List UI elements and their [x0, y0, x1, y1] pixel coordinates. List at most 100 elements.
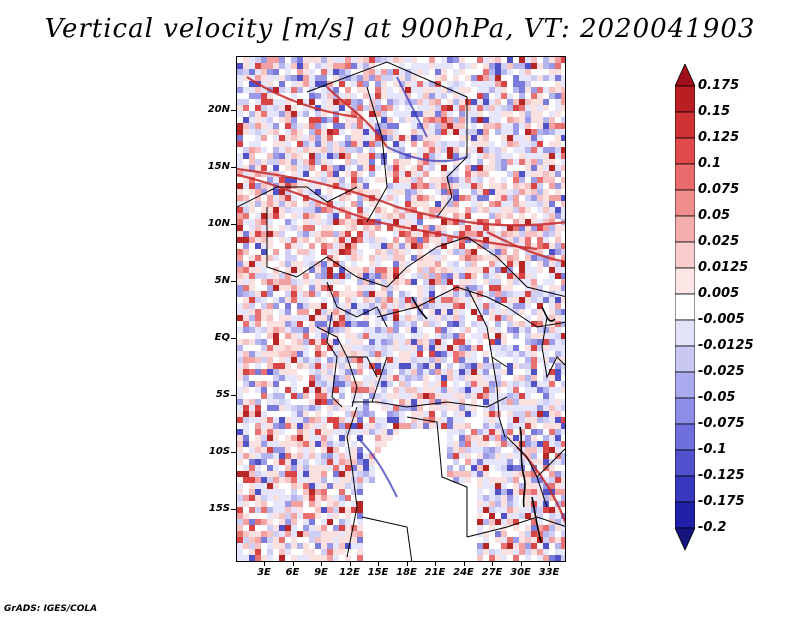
lat-label: 15S [208, 503, 230, 514]
colorbar-box [675, 475, 695, 503]
country-boundary [466, 516, 565, 538]
lon-label: 3E [257, 567, 271, 578]
colorbar-level-label: -0.1 [698, 442, 727, 457]
country-boundary [506, 436, 548, 508]
lon-label: 12E [339, 567, 360, 578]
colorbar-level-label: -0.075 [698, 416, 745, 431]
lon-label: 21E [424, 567, 446, 578]
country-boundary [366, 86, 388, 223]
lat-label: EQ [214, 332, 230, 343]
country-boundary [352, 396, 508, 408]
lat-tick [231, 167, 236, 168]
lat-label: 15N [207, 161, 230, 172]
colorbar-level-label: 0.05 [698, 208, 731, 223]
colorbar-box [675, 267, 695, 295]
country-boundary [306, 61, 468, 157]
colorbar-box [675, 293, 695, 321]
lon-label: 33E [538, 567, 560, 578]
divergence-streak [396, 76, 428, 138]
lon-tick [406, 562, 408, 566]
colorbar-level-label: -0.2 [698, 520, 727, 535]
lon-label: 27E [481, 567, 503, 578]
country-boundary [376, 286, 508, 318]
lat-tick [231, 338, 236, 339]
lat-tick [231, 224, 236, 225]
colorbar-level-label: -0.0125 [698, 338, 754, 353]
divergence-streak [356, 436, 398, 498]
country-boundary [536, 448, 565, 478]
lat-tick [231, 509, 236, 510]
convergence-streak [237, 173, 538, 251]
colorbar-level-label: 0.175 [698, 78, 740, 93]
lat-label: 10S [208, 446, 230, 457]
lat-label: 10N [207, 218, 230, 229]
lon-label: 6E [285, 567, 300, 578]
lat-tick [231, 110, 236, 111]
country-boundary [326, 311, 343, 408]
colorbar-box [675, 423, 695, 451]
country-boundary [386, 236, 565, 298]
colorbar-box [675, 501, 695, 529]
country-boundary [361, 516, 413, 561]
colorbar-level-label: 0.15 [698, 104, 731, 119]
colorbar-bottom-triangle [675, 527, 695, 551]
lon-tick [520, 562, 522, 566]
map-plot [236, 56, 566, 562]
country-boundary [506, 306, 565, 328]
colorbar-box [675, 137, 695, 165]
lat-label: 5S [215, 389, 230, 400]
lat-label: 20N [207, 104, 230, 115]
lon-tick [321, 562, 322, 566]
colorbar-box [675, 449, 695, 477]
colorbar-level-label: -0.175 [698, 494, 745, 509]
colorbar-level-label: 0.0125 [698, 260, 749, 275]
lake-outline [411, 296, 428, 320]
lat-label: 5N [214, 275, 230, 286]
footer-credit: GrADS: IGES/COLA [4, 604, 98, 614]
colorbar-level-label: -0.125 [698, 468, 745, 483]
country-boundary [466, 286, 508, 368]
country-boundary [346, 406, 358, 558]
convergence-streak [237, 167, 565, 227]
country-boundary [346, 356, 358, 408]
colorbar-level-label: -0.005 [698, 312, 745, 327]
lake-outline [519, 426, 526, 508]
colorbar [675, 64, 695, 551]
colorbar-box [675, 163, 695, 191]
country-boundary [371, 356, 388, 403]
country-boundary [326, 281, 388, 328]
colorbar-level-label: -0.05 [698, 390, 736, 405]
country-boundary [237, 186, 358, 208]
colorbar-box [675, 345, 695, 373]
lon-label: 15E [367, 567, 389, 578]
colorbar-box [675, 215, 695, 243]
lon-tick [549, 562, 550, 566]
country-boundary [406, 416, 468, 537]
lon-tick [292, 562, 294, 566]
lake-outline [541, 306, 556, 322]
lon-label: 9E [314, 567, 328, 578]
lon-label: 24E [453, 567, 474, 578]
lat-tick [231, 452, 236, 453]
colorbar-box [675, 397, 695, 425]
colorbar-level-label: 0.075 [698, 182, 740, 197]
lon-tick [463, 562, 465, 566]
colorbar-level-label: 0.125 [698, 130, 740, 145]
colorbar-level-label: -0.025 [698, 364, 745, 379]
lon-tick [378, 562, 379, 566]
lat-tick [231, 281, 236, 282]
lon-label: 18E [396, 567, 417, 578]
convergence-streak [486, 231, 565, 263]
colorbar-box [675, 319, 695, 347]
velocity-field [237, 57, 565, 561]
convergence-streak [326, 86, 388, 148]
lat-tick [231, 395, 236, 396]
lon-tick [349, 562, 351, 566]
country-boundary [541, 316, 565, 379]
colorbar-box [675, 85, 695, 113]
colorbar-top-triangle [675, 64, 695, 87]
lon-tick [492, 562, 493, 566]
colorbar-level-label: 0.025 [698, 234, 740, 249]
country-boundary [436, 156, 468, 218]
lon-tick [264, 562, 265, 566]
